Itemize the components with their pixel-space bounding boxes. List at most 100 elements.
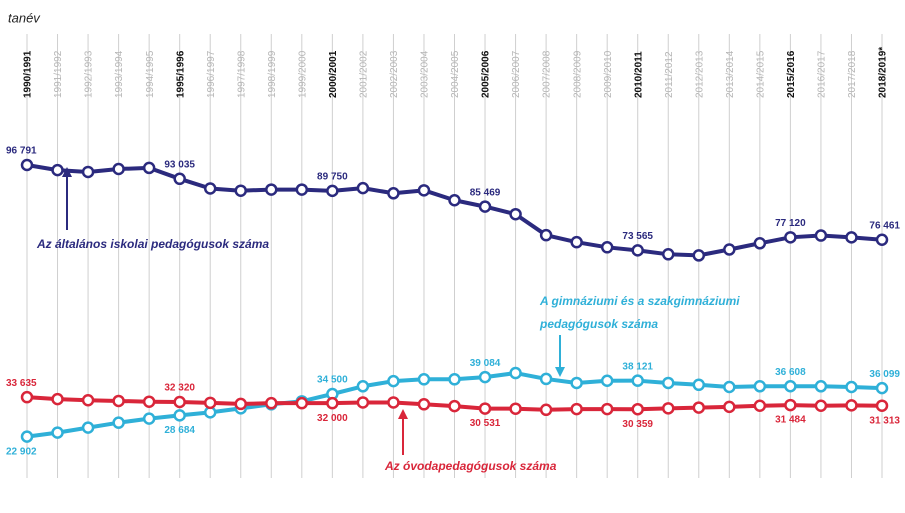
data-point [53,165,63,175]
data-point [755,238,765,248]
x-tick-label: 1991/1992 [53,50,64,98]
data-point [266,185,276,195]
data-point [816,381,826,391]
data-point [114,418,124,428]
x-tick-label: 2001/2002 [359,50,370,98]
data-point [785,400,795,410]
data-point [297,398,307,408]
data-point [785,381,795,391]
x-tick-label: 1994/1995 [145,50,156,98]
data-point [205,183,215,193]
data-point [480,404,490,414]
data-point [724,382,734,392]
data-point [602,404,612,414]
data-point [602,242,612,252]
x-tick-label: 2014/2015 [755,50,766,98]
x-tick-label: 1999/2000 [297,50,308,98]
data-point [633,404,643,414]
data-label: 31 484 [775,415,806,426]
x-axis-label: tanév [8,10,41,25]
x-tick-label: 2006/2007 [511,50,522,98]
data-point [755,401,765,411]
x-tick-label: 2016/2017 [817,50,828,98]
data-point [144,397,154,407]
data-point [633,376,643,386]
data-point [694,380,704,390]
data-point [541,374,551,384]
data-point [450,401,460,411]
data-point [83,395,93,405]
data-point [144,163,154,173]
x-tick-label: 1995/1996 [175,50,186,98]
x-tick-label: 2015/2016 [786,50,797,98]
x-tick-label: 2008/2009 [572,50,583,98]
data-point [358,397,368,407]
x-tick-label: 2005/2006 [481,50,492,98]
data-label: 34 500 [317,375,348,386]
data-point [694,403,704,413]
annotation: Az általános iskolai pedagógusok száma [36,237,269,251]
x-tick-label: 1997/1998 [236,50,247,98]
x-tick-label: 1992/1993 [84,50,95,98]
data-point [785,232,795,242]
data-label: 38 121 [622,361,653,372]
data-point [388,376,398,386]
data-point [388,188,398,198]
data-point [175,410,185,420]
data-point [480,202,490,212]
data-point [327,398,337,408]
data-point [358,183,368,193]
data-label: 73 565 [622,231,653,242]
data-point [846,382,856,392]
x-tick-label: 1996/1997 [206,50,217,98]
data-point [297,185,307,195]
data-point [572,237,582,247]
data-point [511,404,521,414]
data-point [83,167,93,177]
data-label: 33 635 [6,378,37,389]
x-tick-label: 2017/2018 [847,50,858,98]
data-point [572,378,582,388]
x-tick-label: 2007/2008 [542,50,553,98]
data-point [419,374,429,384]
data-point [724,245,734,255]
data-point [419,185,429,195]
data-point [755,381,765,391]
data-point [511,368,521,378]
data-label: 85 469 [470,187,501,198]
data-point [816,231,826,241]
data-label: 77 120 [775,218,806,229]
data-point [83,423,93,433]
data-point [663,403,673,413]
x-tick-label: 2003/2004 [420,50,431,98]
data-point [205,398,215,408]
data-point [846,400,856,410]
chart: tanév 1990/19911991/19921992/19931993/19… [0,0,905,513]
data-point [663,378,673,388]
data-point [175,174,185,184]
data-label: 36 099 [869,369,900,380]
data-label: 32 320 [164,383,195,394]
data-point [511,209,521,219]
data-point [877,235,887,245]
data-point [846,232,856,242]
x-tick-label: 2010/2011 [633,51,644,98]
data-point [480,372,490,382]
data-point [236,186,246,196]
annotation: Az óvodapedagógusok száma [384,459,557,473]
data-label: 28 684 [164,425,195,436]
data-point [175,397,185,407]
data-point [724,402,734,412]
data-point [877,401,887,411]
data-point [114,396,124,406]
data-label: 76 461 [869,220,900,231]
x-tick-label: 2011/2012 [664,51,675,98]
x-tick-label: 1990/1991 [23,50,34,98]
data-label: 39 084 [470,358,501,369]
x-tick-label: 2004/2005 [450,50,461,98]
data-point [327,186,337,196]
data-point [53,394,63,404]
data-label: 30 531 [470,418,501,429]
data-point [114,164,124,174]
data-point [450,374,460,384]
